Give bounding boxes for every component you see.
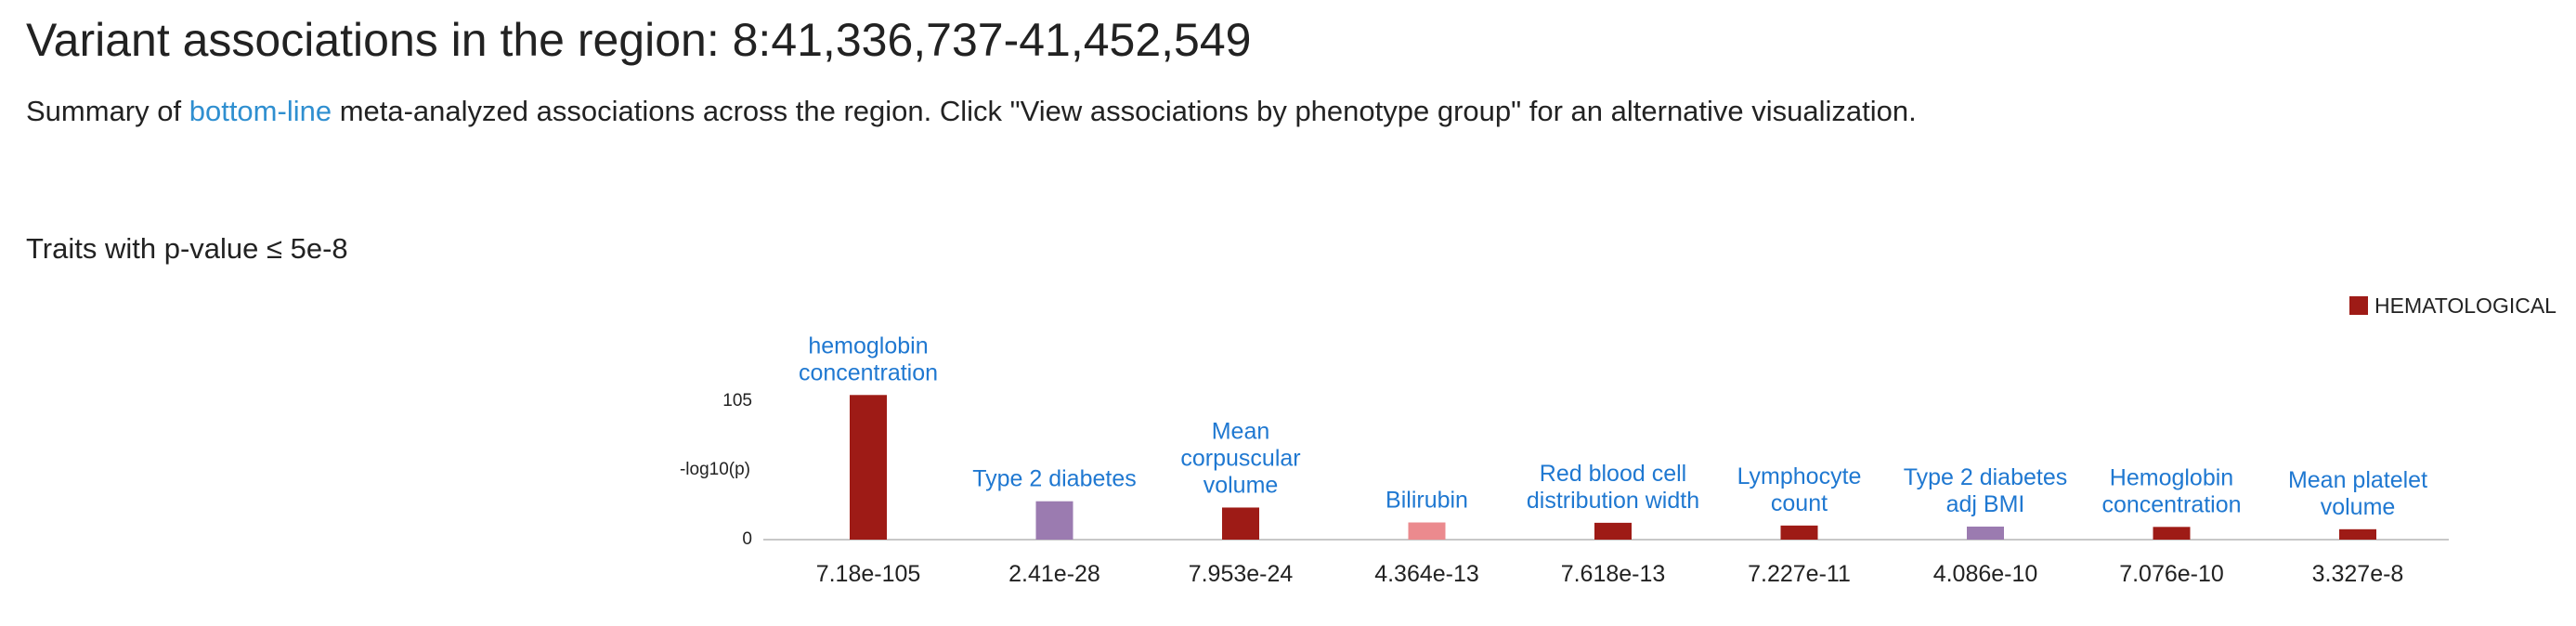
trait-label-4[interactable]: Bilirubin <box>1386 488 1468 514</box>
bar-9[interactable] <box>2339 528 2376 540</box>
bar-8[interactable] <box>2153 527 2191 540</box>
bottom-line-link[interactable]: bottom-line <box>189 95 332 127</box>
pvalue-label-2: 2.41e-28 <box>1008 561 1100 587</box>
bar-7[interactable] <box>1967 526 2004 540</box>
legend-label-hematological: HEMATOLOGICAL <box>2374 293 2556 318</box>
pvalue-label-4: 4.364e-13 <box>1374 561 1479 587</box>
traits-heading: Traits with p-value ≤ 5e-8 <box>26 232 348 265</box>
trait-label-1[interactable]: hemoglobin concentration <box>799 333 938 385</box>
trait-label-2[interactable]: Type 2 diabetes <box>972 466 1137 492</box>
bar-4[interactable] <box>1408 522 1446 540</box>
summary-prefix: Summary of <box>26 95 189 127</box>
trait-label-5[interactable]: Red blood cell distribution width <box>1527 461 1699 514</box>
y-axis-label: -log10(p) <box>680 460 750 479</box>
trait-label-7[interactable]: Type 2 diabetes adj BMI <box>1904 464 2068 517</box>
trait-label-9[interactable]: Mean platelet volume <box>2288 467 2427 520</box>
legend-swatch-hematological <box>2349 296 2368 315</box>
trait-label-3[interactable]: Mean corpuscular volume <box>1180 418 1300 498</box>
pvalue-label-8: 7.076e-10 <box>2119 561 2224 587</box>
y-tick-label-max: 105 <box>722 391 752 411</box>
pvalue-label-7: 4.086e-10 <box>1933 561 2038 587</box>
pvalue-label-5: 7.618e-13 <box>1561 561 1666 587</box>
bar-1[interactable] <box>850 395 887 540</box>
bar-5[interactable] <box>1594 522 1632 540</box>
page-title: Variant associations in the region: 8:41… <box>26 14 1252 66</box>
pvalue-label-6: 7.227e-11 <box>1748 561 1851 587</box>
summary-suffix: meta-analyzed associations across the re… <box>332 95 1917 127</box>
pvalue-label-9: 3.327e-8 <box>2312 561 2404 587</box>
pvalue-label-3: 7.953e-24 <box>1189 561 1294 587</box>
summary-text: Summary of bottom-line meta-analyzed ass… <box>26 95 1917 128</box>
bar-6[interactable] <box>1780 525 1818 540</box>
trait-label-6[interactable]: Lymphocyte count <box>1737 463 1862 516</box>
bar-3[interactable] <box>1222 507 1259 540</box>
y-tick-label-zero: 0 <box>742 529 752 549</box>
trait-label-8[interactable]: Hemoglobin concentration <box>2101 464 2241 517</box>
bar-2[interactable] <box>1035 501 1073 540</box>
pvalue-label-1: 7.18e-105 <box>816 561 921 587</box>
